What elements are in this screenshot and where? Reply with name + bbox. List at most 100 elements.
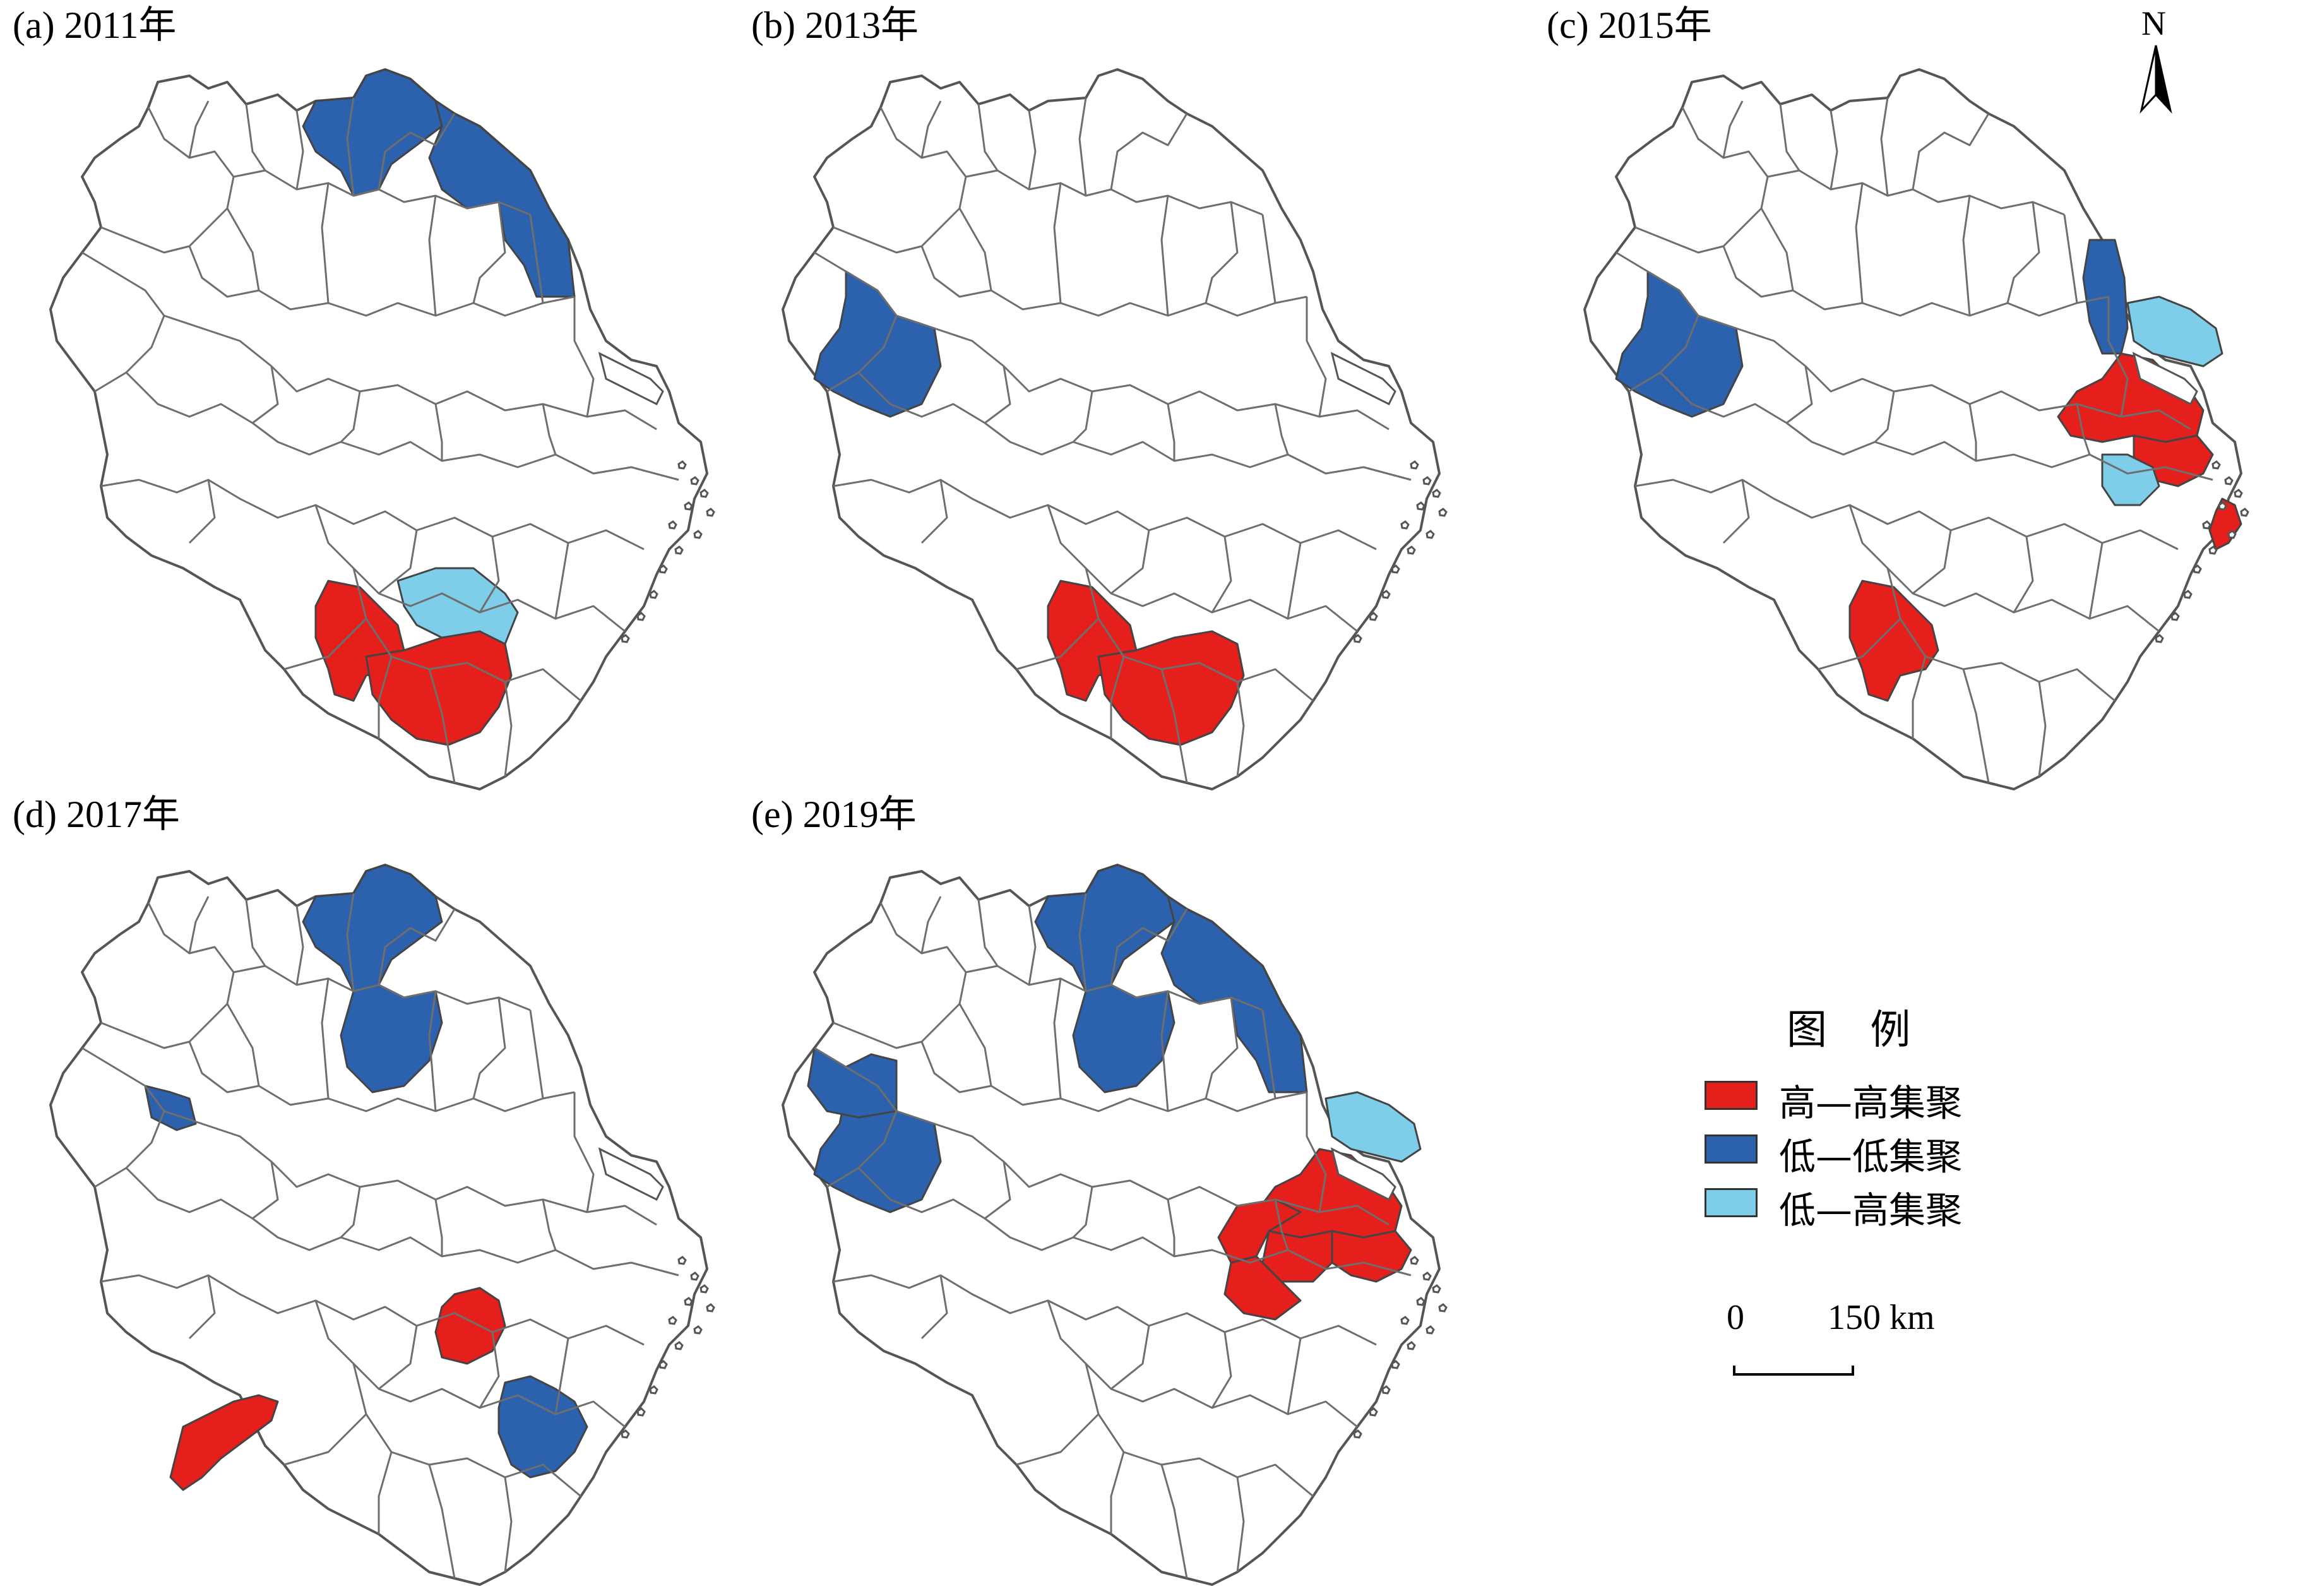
boundary-line: [1085, 1363, 1314, 1498]
boundary-line: [1722, 100, 1744, 158]
boundary-line: [1110, 530, 1150, 595]
boundary-line: [2076, 403, 2091, 455]
low-low-cluster-se1: [497, 1375, 588, 1479]
boundary-line: [1722, 246, 2109, 317]
boundary-line: [1160, 991, 1169, 1112]
coastal-island: [2193, 564, 2202, 574]
boundary-line: [1261, 214, 1276, 304]
legend-label: 低—高集聚: [1779, 1189, 1963, 1232]
boundary-line: [1287, 542, 1302, 619]
boundary-line: [2006, 201, 2040, 304]
boundary-line: [321, 182, 330, 304]
boundary-line: [1160, 195, 1169, 316]
boundary-line: [1160, 669, 1188, 783]
coastal-island: [706, 1303, 715, 1313]
boundary-line: [346, 893, 355, 992]
boundary-line: [896, 1110, 1390, 1226]
coastal-island: [674, 1341, 684, 1350]
boundary-line: [1722, 479, 1750, 544]
boundary-line: [1912, 656, 1927, 739]
low-low-cluster-n1: [1034, 864, 1175, 992]
boundary-line: [1874, 391, 1895, 443]
boundary-line: [1274, 403, 1289, 455]
estuary-island: [2132, 352, 2198, 406]
boundary-line: [314, 1300, 626, 1428]
boundary-line: [479, 1331, 500, 1408]
legend: 图 例 高—高集聚 低—低集聚 低—高集聚: [1705, 998, 2033, 1263]
boundary-line: [1886, 568, 2116, 702]
boundary-line: [542, 1199, 557, 1251]
boundary-line: [2063, 214, 2078, 304]
boundary-line: [984, 366, 1011, 424]
coastal-island: [1410, 460, 1419, 470]
boundary-line: [1072, 1186, 1093, 1239]
boundary-line: [1047, 504, 1358, 633]
boundary-line: [920, 479, 948, 544]
scale-start-label: 0: [1727, 1298, 1744, 1337]
boundary-line: [920, 1275, 948, 1340]
boundary-line: [295, 905, 304, 986]
boundary-line: [1274, 1199, 1289, 1251]
coastal-island: [1381, 590, 1391, 599]
coastal-island: [1353, 1429, 1362, 1439]
boundary-line: [1160, 1464, 1188, 1579]
boundary-line: [554, 1338, 569, 1415]
scale-bar: 0 150 km: [1727, 1297, 1992, 1386]
map-panel-2019: (e) 2019年: [732, 795, 1490, 1596]
coastal-island: [690, 476, 699, 485]
boundary-line: [340, 391, 361, 443]
boundary-line: [529, 214, 544, 304]
coastal-island: [1391, 1360, 1400, 1369]
scale-end-label: 150 km: [1828, 1298, 1935, 1337]
boundary-line: [1261, 1009, 1276, 1099]
coastal-island: [1369, 1407, 1378, 1417]
high-high-cluster-s1: [1848, 580, 1939, 702]
coastal-island: [2170, 612, 2180, 621]
boundary-line: [1110, 656, 1125, 739]
boundary-line: [188, 896, 210, 954]
boundary-line: [100, 1274, 645, 1346]
coastal-island: [649, 1385, 658, 1395]
coastal-island: [2155, 634, 2164, 643]
region-map: [782, 864, 1448, 1586]
boundary-line: [920, 1041, 1307, 1112]
boundary-line: [1830, 110, 1838, 190]
coastal-island: [1432, 1284, 1441, 1294]
legend-swatch: [1705, 1188, 1758, 1217]
panel-label: (b) 2013年: [751, 4, 919, 46]
boundary-line: [188, 246, 575, 317]
estuary-island: [1330, 1147, 1396, 1201]
coastal-island: [684, 501, 693, 511]
boundary-line: [958, 1003, 992, 1087]
boundary-line: [1167, 1199, 1175, 1256]
coastal-island: [1438, 1303, 1448, 1313]
boundary-line: [920, 896, 942, 954]
coastal-island: [684, 1297, 693, 1306]
boundary-line: [2107, 297, 2129, 417]
coastal-island: [1422, 1271, 1432, 1281]
boundary-line: [1306, 1092, 1327, 1213]
low-low-cluster-n1: [302, 68, 443, 197]
boundary-line: [1028, 905, 1037, 986]
coastal-island: [1407, 545, 1416, 555]
region-map: [49, 864, 715, 1586]
coastal-island: [1410, 1256, 1419, 1265]
boundary-line: [188, 100, 210, 158]
boundary-line: [1698, 314, 2191, 431]
boundary-line: [1962, 669, 1990, 783]
coastal-island: [2227, 530, 2237, 539]
boundary-line: [1110, 1325, 1150, 1390]
coastal-island: [677, 460, 687, 470]
boundary-line: [1028, 110, 1037, 190]
boundary-line: [472, 201, 506, 304]
region-map: [782, 68, 1448, 790]
coastal-island: [1416, 501, 1425, 511]
boundary-line: [428, 669, 456, 783]
high-high-cluster-e1: [2208, 497, 2242, 551]
boundary-line: [346, 97, 355, 196]
boundary-line: [1818, 617, 1901, 670]
boundary-line: [1016, 617, 1100, 670]
boundary-line: [1968, 403, 1977, 461]
boundary-line: [1779, 104, 1800, 171]
boundary-line: [226, 1003, 260, 1087]
